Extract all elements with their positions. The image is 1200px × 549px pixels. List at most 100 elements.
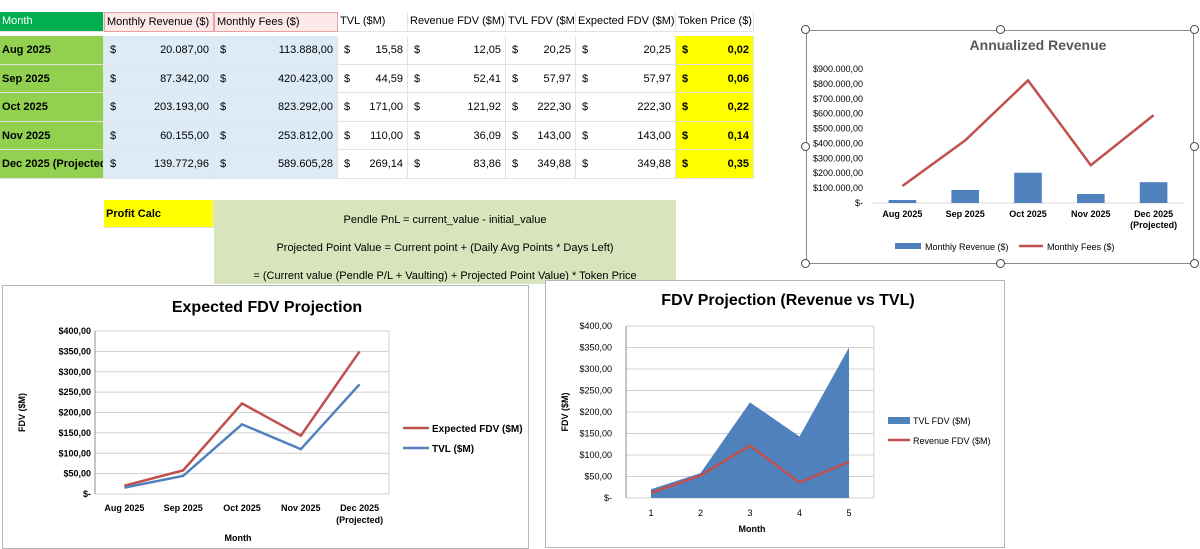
column-header[interactable]: Token Price ($) (676, 12, 754, 32)
y-tick-label: $150,00 (579, 429, 612, 439)
profit-calc-label[interactable]: Profit Calc (104, 200, 214, 228)
table-cell[interactable]: $203.193,00 (104, 93, 214, 122)
table-cell[interactable]: $83,86 (408, 150, 506, 179)
profit-calc-box[interactable] (214, 200, 676, 284)
x-tick-label: 5 (846, 508, 851, 518)
x-tick-label: Dec 2025 (Projected) (336, 503, 383, 525)
table-cell[interactable]: $0,14 (676, 121, 754, 150)
currency-symbol: $ (220, 44, 227, 56)
table-cell[interactable]: $0,35 (676, 150, 754, 179)
month-cell[interactable]: Dec 2025 (Projected) (0, 150, 104, 179)
cell-value: 121,92 (467, 101, 501, 113)
month-cell[interactable]: Nov 2025 (0, 121, 104, 150)
legend-label: Revenue FDV ($M) (913, 436, 991, 446)
table-cell[interactable]: $823.292,00 (214, 93, 338, 122)
resize-handle[interactable] (996, 25, 1005, 34)
currency-symbol: $ (220, 158, 227, 170)
table-cell[interactable]: $20,25 (576, 36, 676, 65)
column-header[interactable]: TVL FDV ($M) (506, 12, 576, 32)
column-header[interactable]: Monthly Revenue ($) (104, 12, 214, 32)
table-cell[interactable]: $57,97 (506, 64, 576, 93)
table-cell[interactable]: $0,02 (676, 36, 754, 65)
bar-monthly-revenue (1139, 182, 1168, 203)
cell-value: 110,00 (370, 129, 403, 142)
currency-symbol: $ (344, 101, 351, 113)
x-tick-label: Sep 2025 (946, 209, 985, 219)
currency-symbol: $ (344, 72, 351, 85)
column-header[interactable]: TVL ($M) (338, 12, 408, 32)
column-header[interactable]: Month (0, 12, 104, 32)
table-cell[interactable]: $171,00 (338, 93, 408, 122)
column-header[interactable]: Revenue FDV ($M) (408, 12, 506, 32)
table-cell[interactable]: $0,22 (676, 93, 754, 122)
resize-handle[interactable] (1190, 142, 1199, 151)
table-cell[interactable]: $52,41 (408, 64, 506, 93)
cell-value: 139.772,96 (153, 158, 209, 170)
y-tick-label: $100,00 (58, 448, 91, 458)
legend-swatch (888, 417, 910, 424)
resize-handle[interactable] (801, 259, 810, 268)
resize-handle[interactable] (1190, 25, 1199, 34)
table-cell[interactable]: $110,00 (338, 121, 408, 150)
table-cell[interactable]: $15,58 (338, 36, 408, 65)
cell-value: 44,59 (375, 72, 403, 85)
table-cell[interactable]: $0,06 (676, 64, 754, 93)
resize-handle[interactable] (996, 259, 1005, 268)
y-tick-label: $800.000,00 (813, 79, 863, 89)
table-cell[interactable]: $222,30 (506, 93, 576, 122)
profit-calc-line-1: Pendle PnL = current_value - initial_val… (343, 214, 547, 226)
expected-fdv-chart[interactable]: Expected FDV Projection $- $50,00 $100,00 $1… (2, 285, 529, 549)
month-cell[interactable]: Aug 2025 (0, 36, 104, 65)
x-tick-label: Nov 2025 (1071, 209, 1111, 219)
resize-handle[interactable] (801, 25, 810, 34)
currency-symbol: $ (682, 129, 689, 142)
table-cell[interactable]: $44,59 (338, 64, 408, 93)
currency-symbol: $ (110, 44, 117, 56)
table-cell[interactable]: $253.812,00 (214, 121, 338, 150)
table-cell[interactable]: $20.087,00 (104, 36, 214, 65)
table-cell[interactable]: $349,88 (506, 150, 576, 179)
annualized-revenue-chart[interactable]: Annualized Revenue $- $100.000,00 $200.000,… (806, 30, 1194, 264)
table-cell[interactable]: $349,88 (576, 150, 676, 179)
table-cell[interactable]: $143,00 (506, 121, 576, 150)
column-header[interactable]: Expected FDV ($M) (576, 12, 676, 32)
y-tick-label: $50,00 (63, 469, 91, 479)
table-cell[interactable]: $60.155,00 (104, 121, 214, 150)
table-cell[interactable]: $143,00 (576, 121, 676, 150)
currency-symbol: $ (682, 158, 689, 170)
fdv-projection-chart[interactable]: FDV Projection (Revenue vs TVL) $- $50,00 $… (545, 280, 1005, 548)
line-tvl (124, 383, 361, 489)
table-cell[interactable]: $589.605,28 (214, 150, 338, 179)
table-cell[interactable]: $12,05 (408, 36, 506, 65)
table-cell[interactable]: $36,09 (408, 121, 506, 150)
x-tick-label: Oct 2025 (1009, 209, 1047, 219)
month-cell[interactable]: Oct 2025 (0, 93, 104, 122)
table-cell[interactable]: $420.423,00 (214, 64, 338, 93)
y-tick-label: $250,00 (58, 387, 91, 397)
x-tick-label: Dec 2025 (Projected) (1130, 209, 1177, 230)
currency-symbol: $ (512, 72, 519, 85)
table-cell[interactable]: $222,30 (576, 93, 676, 122)
table-cell[interactable]: $87.342,00 (104, 64, 214, 93)
table-cell[interactable]: $20,25 (506, 36, 576, 65)
table-cell[interactable]: $269,14 (338, 150, 408, 179)
table-cell[interactable]: $57,97 (576, 64, 676, 93)
legend-label: Monthly Fees ($) (1047, 242, 1115, 252)
currency-symbol: $ (110, 129, 117, 142)
y-tick-label: $300.000,00 (813, 153, 863, 163)
column-header[interactable]: Monthly Fees ($) (214, 12, 338, 32)
table-cell[interactable]: $113.888,00 (214, 36, 338, 65)
table-cell[interactable]: $121,92 (408, 93, 506, 122)
chart-title: FDV Projection (Revenue vs TVL) (661, 292, 914, 309)
area-tvl-fdv (651, 347, 849, 498)
month-cell[interactable]: Sep 2025 (0, 64, 104, 93)
legend-label: Expected FDV ($M) (432, 424, 523, 435)
resize-handle[interactable] (801, 142, 810, 151)
table-cell[interactable]: $139.772,96 (104, 150, 214, 179)
currency-symbol: $ (582, 72, 589, 85)
resize-handle[interactable] (1190, 259, 1199, 268)
currency-symbol: $ (220, 101, 227, 113)
cell-value: 20,25 (643, 44, 671, 56)
currency-symbol: $ (582, 158, 589, 170)
